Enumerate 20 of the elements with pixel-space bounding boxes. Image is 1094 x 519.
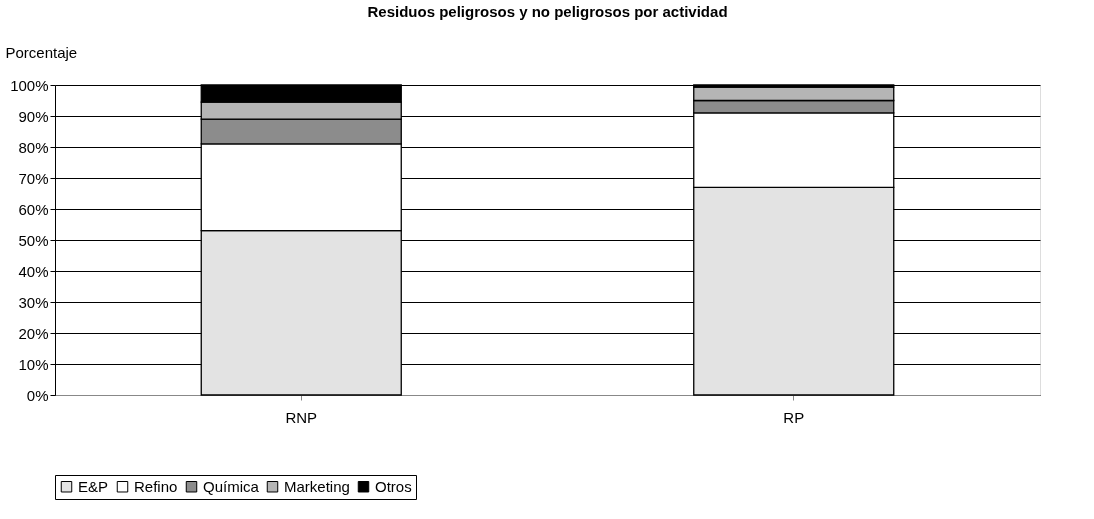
y-tick-label: 80%: [18, 138, 49, 156]
y-tick-label: 90%: [18, 107, 49, 125]
y-tick-label: 30%: [18, 293, 49, 311]
legend-label: Otros: [375, 477, 412, 495]
y-tick-label: 100%: [10, 76, 49, 94]
x-tick-label: RNP: [285, 408, 318, 426]
y-tick-label: 0%: [26, 386, 49, 404]
legend-label: Química: [203, 477, 260, 495]
y-axis-title: Porcentaje: [5, 43, 78, 61]
y-tick-label: 20%: [18, 324, 49, 342]
legend-label: E&P: [78, 477, 109, 495]
y-tick-label: 60%: [18, 200, 49, 218]
legend-label: Refino: [134, 477, 178, 495]
x-tick-label: RP: [783, 408, 805, 426]
y-tick-label: 40%: [18, 262, 49, 280]
y-tick-label: 10%: [18, 355, 49, 373]
chart-title: Residuos peligrosos y no peligrosos por actividad: [367, 3, 728, 20]
y-tick-label: 50%: [18, 231, 49, 249]
y-tick-label: 70%: [18, 169, 49, 187]
legend-label: Marketing: [284, 477, 350, 495]
